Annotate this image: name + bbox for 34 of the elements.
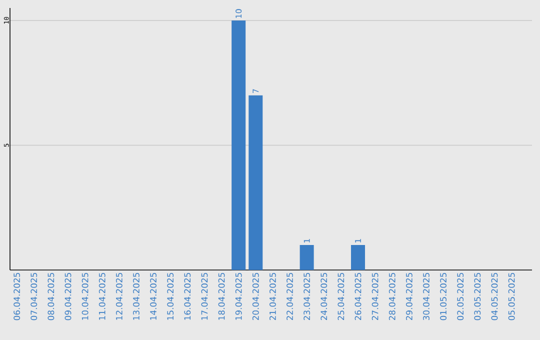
- x-tick-label: 17.04.2025: [201, 272, 208, 320]
- x-tick-label: 19.04.2025: [235, 272, 242, 320]
- bar: [248, 95, 263, 270]
- bar: [300, 245, 314, 270]
- x-tick-label: 22.04.2025: [286, 272, 293, 320]
- x-tick-label: 01.05.2025: [440, 272, 447, 320]
- x-tick-label: 11.04.2025: [98, 272, 106, 320]
- x-tick-label: 08.04.2025: [48, 272, 54, 320]
- x-tick-label: 09.04.2025: [64, 272, 72, 320]
- x-tick-label: 28.04.2025: [388, 272, 396, 320]
- bar: [351, 245, 366, 270]
- x-tick-label: 13.04.2025: [133, 272, 140, 320]
- x-tick-label: 02.05.2025: [457, 272, 464, 320]
- x-tick-label: 29.04.2025: [406, 272, 412, 320]
- x-tick-label: 14.04.2025: [150, 272, 157, 320]
- x-tick-label: 04.05.2025: [491, 272, 498, 320]
- x-tick-label: 21.04.2025: [270, 272, 276, 320]
- x-tick-label: 15.04.2025: [167, 272, 174, 320]
- x-tick-label: 12.04.2025: [116, 272, 122, 320]
- x-tick-label: 30.04.2025: [423, 272, 430, 320]
- x-tick-label: 16.04.2025: [184, 272, 191, 320]
- x-tick-label: 18.04.2025: [218, 272, 225, 320]
- x-tick-label: 07.04.2025: [30, 272, 38, 320]
- x-tick-label: 26.04.2025: [354, 272, 362, 320]
- x-tick-label: 05.05.2025: [508, 272, 515, 320]
- bar: [232, 20, 246, 270]
- x-tick-label: 10.04.2025: [82, 272, 88, 320]
- x-tick-label: 20.04.2025: [252, 272, 259, 320]
- x-tick-label: 25.04.2025: [338, 272, 344, 320]
- x-tick-label: 03.05.2025: [474, 272, 481, 320]
- x-tick-label: 27.04.2025: [372, 272, 378, 320]
- x-tick-label: 24.04.2025: [320, 272, 328, 320]
- x-tick-label: 06.04.2025: [14, 272, 20, 320]
- x-tick-label: 23.04.2025: [304, 272, 310, 320]
